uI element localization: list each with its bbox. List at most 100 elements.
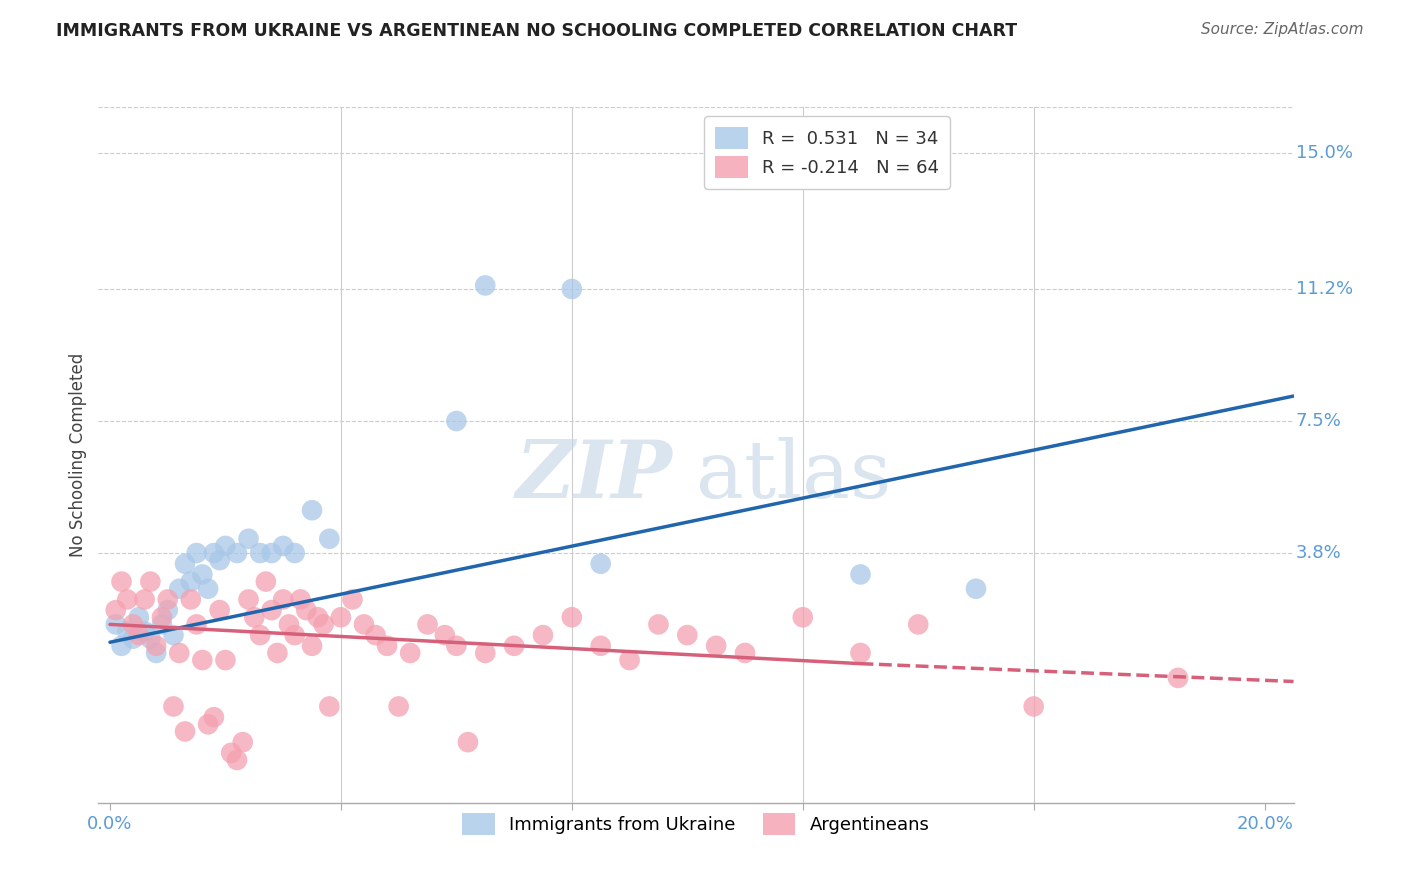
Point <box>139 574 162 589</box>
Point <box>156 603 179 617</box>
Point <box>162 628 184 642</box>
Point <box>122 632 145 646</box>
Point <box>318 699 340 714</box>
Point <box>433 628 456 642</box>
Point <box>734 646 756 660</box>
Text: ZIP: ZIP <box>515 437 672 515</box>
Point <box>388 699 411 714</box>
Point <box>907 617 929 632</box>
Point <box>561 282 583 296</box>
Point <box>162 699 184 714</box>
Text: 15.0%: 15.0% <box>1296 145 1353 162</box>
Point <box>561 610 583 624</box>
Text: atlas: atlas <box>696 437 891 515</box>
Point <box>531 628 554 642</box>
Point <box>174 557 197 571</box>
Point <box>589 639 612 653</box>
Point <box>167 646 190 660</box>
Point <box>318 532 340 546</box>
Point <box>117 592 139 607</box>
Point <box>849 567 872 582</box>
Point <box>266 646 288 660</box>
Text: 11.2%: 11.2% <box>1296 280 1353 298</box>
Point <box>342 592 364 607</box>
Point <box>353 617 375 632</box>
Text: IMMIGRANTS FROM UKRAINE VS ARGENTINEAN NO SCHOOLING COMPLETED CORRELATION CHART: IMMIGRANTS FROM UKRAINE VS ARGENTINEAN N… <box>56 22 1018 40</box>
Point <box>167 582 190 596</box>
Point <box>104 603 127 617</box>
Point <box>214 653 236 667</box>
Point <box>191 653 214 667</box>
Point <box>238 592 260 607</box>
Point <box>290 592 312 607</box>
Point <box>295 603 318 617</box>
Point <box>278 617 301 632</box>
Point <box>197 717 219 731</box>
Legend: Immigrants from Ukraine, Argentineans: Immigrants from Ukraine, Argentineans <box>456 806 936 842</box>
Point <box>150 617 173 632</box>
Point <box>243 610 266 624</box>
Point <box>457 735 479 749</box>
Text: 3.8%: 3.8% <box>1296 544 1341 562</box>
Point <box>197 582 219 596</box>
Point <box>208 603 231 617</box>
Point <box>202 710 225 724</box>
Point <box>122 617 145 632</box>
Point <box>219 746 242 760</box>
Point <box>156 592 179 607</box>
Point <box>399 646 422 660</box>
Point <box>186 546 208 560</box>
Point <box>849 646 872 660</box>
Point <box>128 628 150 642</box>
Point <box>312 617 335 632</box>
Point <box>301 639 323 653</box>
Point <box>965 582 987 596</box>
Point <box>301 503 323 517</box>
Point <box>186 617 208 632</box>
Point <box>474 646 496 660</box>
Point <box>676 628 699 642</box>
Point <box>180 574 202 589</box>
Point <box>254 574 277 589</box>
Point <box>375 639 398 653</box>
Point <box>238 532 260 546</box>
Point <box>134 624 156 639</box>
Point <box>110 639 132 653</box>
Point <box>647 617 669 632</box>
Point <box>1022 699 1045 714</box>
Point <box>446 414 468 428</box>
Point <box>180 592 202 607</box>
Point <box>117 624 139 639</box>
Point <box>232 735 254 749</box>
Point <box>174 724 197 739</box>
Point <box>260 603 283 617</box>
Point <box>110 574 132 589</box>
Point <box>792 610 814 624</box>
Point <box>1167 671 1189 685</box>
Point <box>446 639 468 653</box>
Text: 7.5%: 7.5% <box>1296 412 1341 430</box>
Point <box>364 628 387 642</box>
Point <box>145 639 167 653</box>
Point <box>226 753 249 767</box>
Point <box>329 610 352 624</box>
Point <box>191 567 214 582</box>
Y-axis label: No Schooling Completed: No Schooling Completed <box>69 353 87 557</box>
Point <box>202 546 225 560</box>
Point <box>271 592 294 607</box>
Point <box>271 539 294 553</box>
Point <box>704 639 727 653</box>
Text: Source: ZipAtlas.com: Source: ZipAtlas.com <box>1201 22 1364 37</box>
Point <box>214 539 236 553</box>
Point <box>260 546 283 560</box>
Point <box>128 610 150 624</box>
Point <box>284 628 307 642</box>
Point <box>307 610 329 624</box>
Point <box>474 278 496 293</box>
Point <box>104 617 127 632</box>
Point <box>139 632 162 646</box>
Point <box>226 546 249 560</box>
Point <box>208 553 231 567</box>
Point <box>589 557 612 571</box>
Point <box>619 653 641 667</box>
